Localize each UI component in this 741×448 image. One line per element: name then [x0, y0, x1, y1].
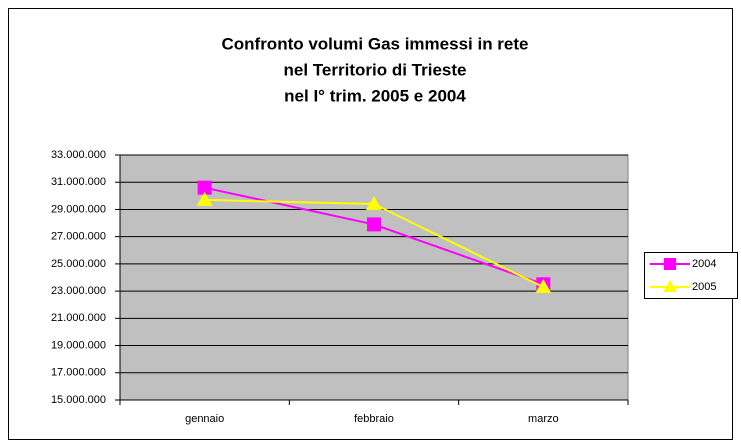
plot-area: [119, 154, 629, 401]
y-tick-label: 15.000.000: [51, 394, 106, 406]
y-tick-label: 25.000.000: [51, 258, 106, 270]
legend-label: 2005: [692, 281, 716, 293]
x-tick-label: marzo: [528, 413, 559, 425]
legend-marker: [664, 258, 676, 270]
x-tick-label: gennaio: [185, 413, 224, 425]
chart-title: nel I° trim. 2005 e 2004: [284, 86, 466, 105]
chart-title: Confronto volumi Gas immessi in rete: [221, 34, 528, 53]
legend-box: [644, 252, 738, 299]
marker: [366, 196, 382, 210]
y-tick-label: 23.000.000: [51, 285, 106, 297]
y-tick-label: 21.000.000: [51, 312, 106, 324]
marker: [197, 180, 212, 195]
y-tick-label: 27.000.000: [51, 231, 106, 243]
y-tick-label: 29.000.000: [51, 203, 106, 215]
legend-label: 2004: [692, 258, 716, 270]
chart-title: nel Territorio di Trieste: [284, 60, 467, 79]
marker: [196, 191, 213, 206]
x-tick-label: febbraio: [354, 413, 394, 425]
y-tick-label: 19.000.000: [51, 339, 106, 351]
y-tick-label: 33.000.000: [51, 149, 106, 161]
y-tick-label: 31.000.000: [51, 176, 106, 188]
y-tick-label: 17.000.000: [51, 367, 106, 379]
marker: [535, 279, 552, 294]
marker: [367, 217, 381, 232]
legend-marker: [663, 280, 677, 292]
